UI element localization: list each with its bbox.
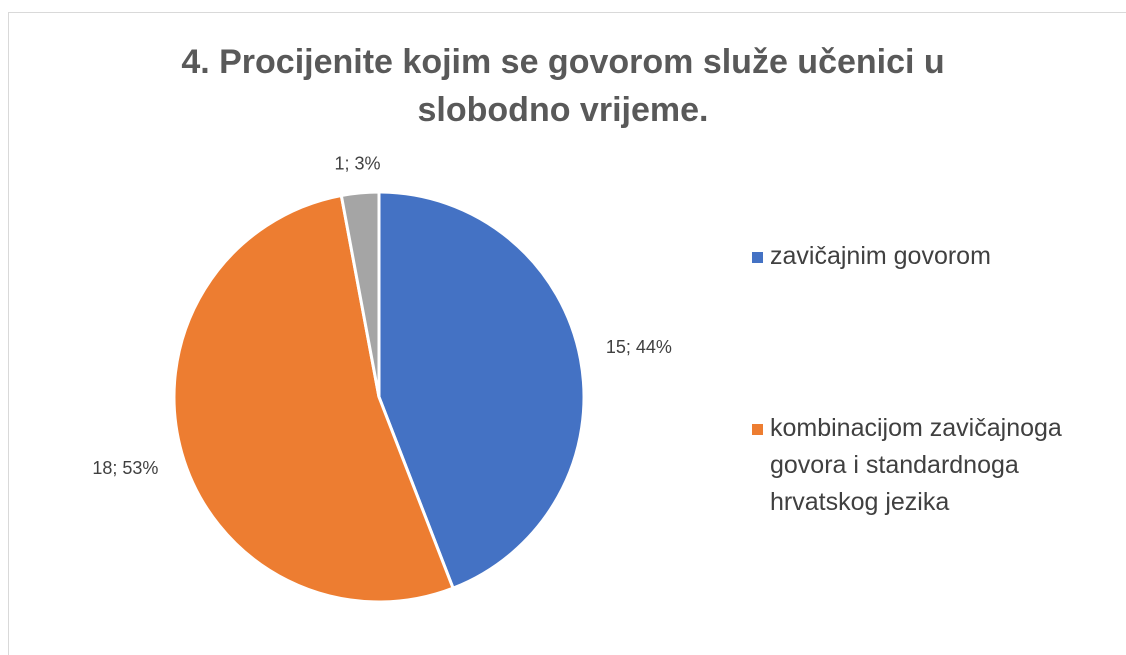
pie-slice <box>377 190 586 591</box>
legend-swatch <box>752 252 763 263</box>
legend-label: kombinacijom zavičajnoga govora i standa… <box>770 414 1062 516</box>
legend-entry: kombinacijom zavičajnoga govora i standa… <box>752 410 1115 521</box>
legend-label: zavičajnim govorom <box>770 242 991 270</box>
data-label: 18; 53% <box>92 458 158 478</box>
data-label: 1; 3% <box>334 154 380 174</box>
legend-entry: zavičajnim govorom <box>752 238 1115 275</box>
data-label: 15; 44% <box>606 337 672 357</box>
legend-swatch <box>752 424 763 435</box>
pie-slice <box>172 193 455 604</box>
chart-border <box>8 12 1126 655</box>
chart-title: 4. Procijenite kojim se govorom služe uč… <box>181 43 945 129</box>
pie-slice <box>339 190 381 398</box>
